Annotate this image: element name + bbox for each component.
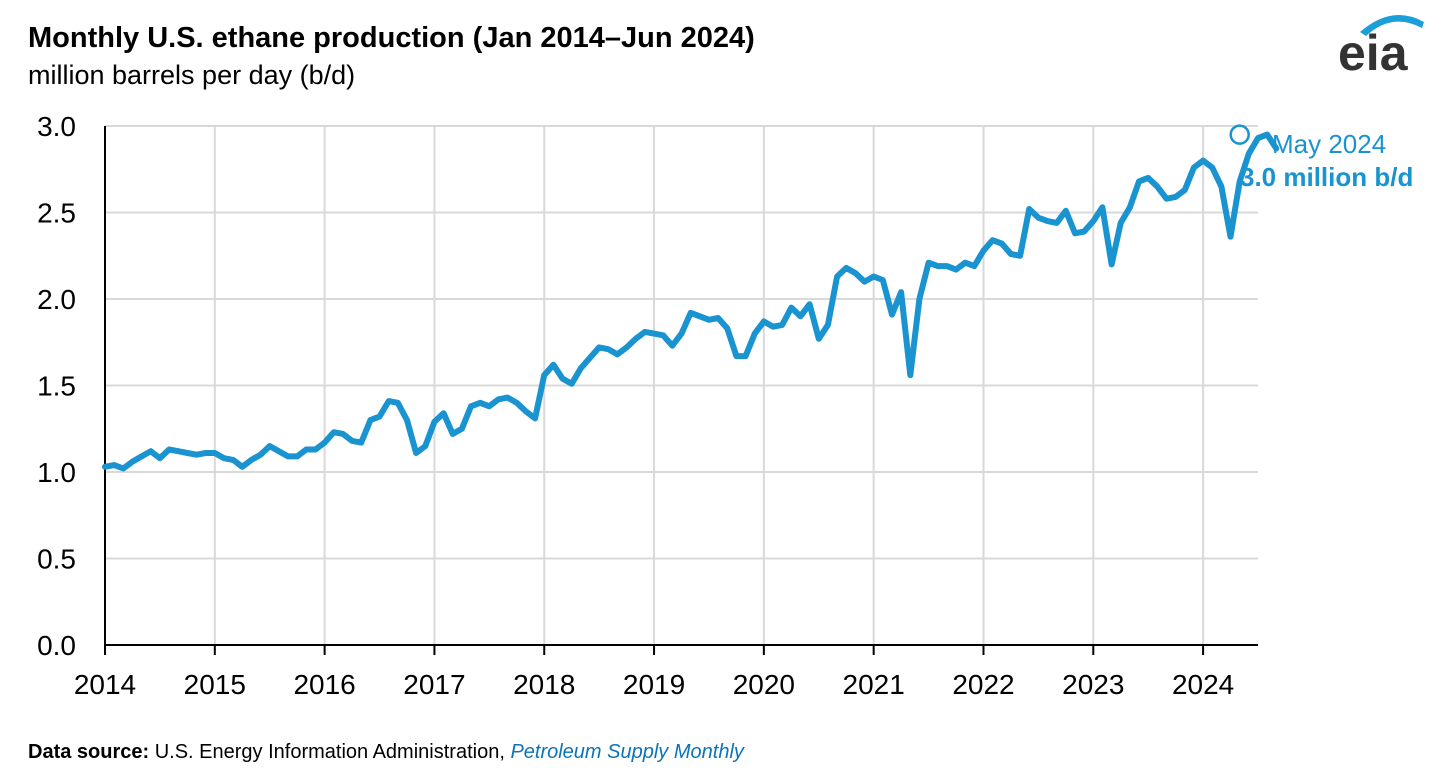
- eia-logo: eia: [1330, 8, 1430, 81]
- highlight-point-marker: [1229, 124, 1250, 145]
- y-tick-label: 0.0: [37, 630, 76, 661]
- x-tick-label: 2014: [74, 669, 136, 700]
- chart-subtitle: million barrels per day (b/d): [28, 60, 356, 90]
- x-tick-label: 2022: [952, 669, 1014, 700]
- chart-title: Monthly U.S. ethane production (Jan 2014…: [28, 22, 755, 54]
- eia-logo-icon: [1360, 14, 1424, 36]
- y-tick-label: 1.5: [37, 371, 76, 402]
- y-tick-label: 0.5: [37, 544, 76, 575]
- x-tick-label: 2020: [733, 669, 795, 700]
- x-tick-label: 2024: [1172, 669, 1234, 700]
- annotation-layer: May 2024 3.0 million b/d: [1240, 129, 1413, 192]
- x-tick-label: 2015: [184, 669, 246, 700]
- axis-layer: [104, 126, 1258, 655]
- line-chart: 0.00.51.01.52.02.53.0 2014 2015 2016 2017 20…: [37, 111, 1413, 700]
- data-source-note: Data source: U.S. Energy Information Adm…: [28, 741, 744, 764]
- data-source-publication-link[interactable]: Petroleum Supply Monthly: [510, 741, 744, 763]
- series-layer: [102, 124, 1280, 472]
- logo-text: eia: [1338, 25, 1408, 81]
- x-tick-label: 2021: [843, 669, 905, 700]
- data-source-text: U.S. Energy Information Administration,: [149, 741, 511, 763]
- y-tick-label: 2.5: [37, 198, 76, 229]
- data-source-label: Data source:: [28, 741, 150, 763]
- logo-arc: [1360, 14, 1424, 36]
- annotation-date-label: May 2024: [1272, 129, 1386, 159]
- grid-layer: [105, 125, 1258, 645]
- x-tick-label: 2016: [293, 669, 355, 700]
- y-axis-tick-labels: 0.0 0.5 1.0 1.5 2.0 2.5 3.0: [37, 111, 76, 661]
- y-tick-label: 3.0: [37, 111, 76, 142]
- y-tick-label: 2.0: [37, 284, 76, 315]
- y-tick-label: 1.0: [37, 457, 76, 488]
- x-tick-label: 2023: [1062, 669, 1124, 700]
- x-tick-label: 2017: [403, 669, 465, 700]
- x-tick-label: 2019: [623, 669, 685, 700]
- x-tick-label: 2018: [513, 669, 575, 700]
- x-axis-tick-labels: 2014 2015 2016 2017 2018 2019 2020 2021 2022 2023…: [74, 669, 1234, 700]
- annotation-value-label: 3.0 million b/d: [1240, 162, 1413, 192]
- series-line: [102, 131, 1280, 472]
